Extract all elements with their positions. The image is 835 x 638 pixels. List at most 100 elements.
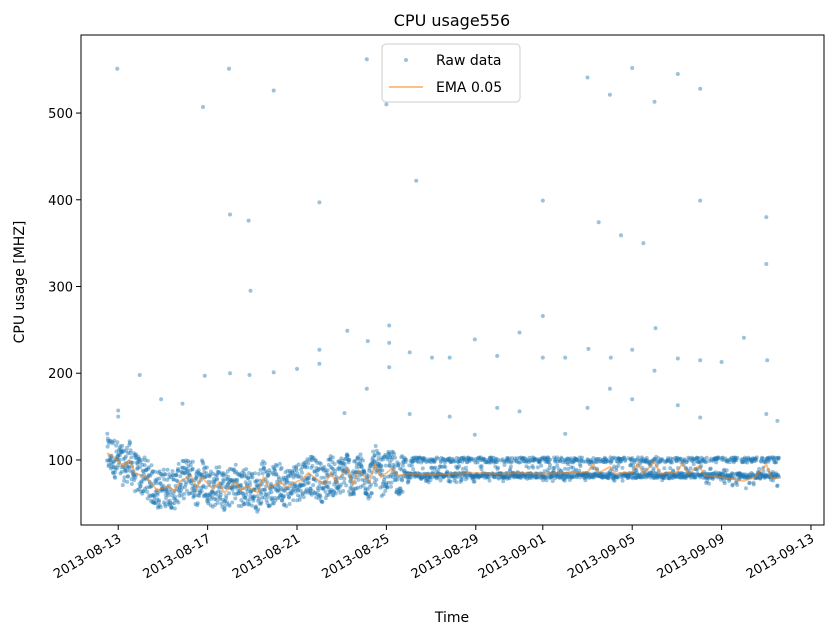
raw-data-point xyxy=(174,498,179,503)
raw-data-point xyxy=(443,460,447,465)
raw-data-point xyxy=(581,459,586,464)
raw-data-point xyxy=(126,451,131,456)
raw-data-point xyxy=(679,471,684,476)
raw-data-point xyxy=(488,455,493,460)
raw-data-point xyxy=(358,452,363,457)
raw-data-point xyxy=(196,470,201,475)
raw-data-point xyxy=(344,483,349,488)
raw-data-point xyxy=(303,464,308,469)
raw-data-point xyxy=(377,462,382,466)
raw-data-point xyxy=(478,458,483,462)
raw-data-point xyxy=(344,456,348,461)
raw-data-point xyxy=(629,475,634,480)
raw-data-point xyxy=(454,456,459,460)
raw-data-point xyxy=(454,480,459,485)
raw-data-point xyxy=(587,473,592,478)
raw-data-point xyxy=(330,455,335,460)
raw-data-point xyxy=(193,475,198,480)
raw-data-point xyxy=(574,456,579,461)
raw-data-point xyxy=(652,474,657,478)
raw-data-point xyxy=(515,475,520,480)
raw-data-point xyxy=(419,476,423,481)
raw-data-point xyxy=(517,330,522,335)
raw-data-point xyxy=(464,468,469,473)
raw-data-point xyxy=(533,457,537,462)
raw-data-point xyxy=(393,455,398,460)
raw-data-point xyxy=(285,474,290,478)
raw-data-point xyxy=(749,459,754,464)
raw-data-point xyxy=(525,474,530,479)
raw-data-point xyxy=(305,457,310,462)
raw-data-point xyxy=(604,457,609,462)
raw-data-point xyxy=(119,450,124,455)
raw-data-point xyxy=(219,501,224,506)
raw-data-point xyxy=(505,476,510,481)
raw-data-point xyxy=(660,475,665,480)
raw-data-point xyxy=(409,463,414,468)
raw-data-point xyxy=(306,489,311,494)
raw-data-point xyxy=(543,459,548,464)
raw-data-point xyxy=(652,456,657,461)
raw-data-point xyxy=(214,465,219,470)
raw-data-point xyxy=(569,473,574,478)
raw-data-point xyxy=(427,475,432,480)
raw-data-point xyxy=(425,459,430,464)
raw-data-point xyxy=(280,498,285,503)
raw-data-point xyxy=(342,480,347,485)
raw-data-point xyxy=(747,457,752,462)
raw-data-point xyxy=(594,459,599,464)
raw-data-point xyxy=(463,457,468,462)
raw-data-point xyxy=(447,414,452,419)
raw-data-point xyxy=(719,472,724,477)
raw-data-point xyxy=(187,477,191,482)
raw-data-point xyxy=(518,460,523,465)
raw-data-point xyxy=(775,483,780,488)
raw-data-point xyxy=(320,500,325,504)
raw-data-point xyxy=(698,415,703,420)
legend: Raw data EMA 0.05 xyxy=(381,43,521,103)
raw-data-point xyxy=(675,356,680,361)
raw-data-point xyxy=(665,458,670,462)
raw-data-point xyxy=(267,468,272,473)
raw-data-point xyxy=(565,460,570,465)
raw-data-point xyxy=(452,474,457,479)
raw-data-point xyxy=(465,475,470,480)
raw-data-point xyxy=(502,463,507,467)
raw-data-point xyxy=(458,473,463,478)
raw-data-point xyxy=(568,459,573,464)
raw-data-point xyxy=(503,459,507,464)
raw-data-point xyxy=(558,459,563,464)
raw-data-point xyxy=(745,475,749,480)
raw-data-point xyxy=(739,474,744,479)
raw-data-point xyxy=(531,456,536,461)
raw-data-point xyxy=(153,469,158,474)
raw-data-point xyxy=(495,460,499,464)
raw-data-point xyxy=(757,466,762,471)
chart-title: CPU usage556 xyxy=(394,11,510,30)
raw-data-point xyxy=(775,418,780,423)
raw-data-point xyxy=(299,483,304,488)
raw-data-point xyxy=(228,480,233,485)
raw-data-point xyxy=(398,466,402,471)
raw-data-point xyxy=(265,501,270,506)
raw-data-point xyxy=(203,493,208,498)
raw-data-point xyxy=(649,472,654,477)
raw-data-point xyxy=(111,465,116,470)
raw-data-point xyxy=(108,438,113,443)
raw-data-point xyxy=(150,469,155,474)
raw-data-point xyxy=(695,471,700,476)
raw-data-point xyxy=(333,469,338,474)
raw-data-point xyxy=(423,456,428,461)
raw-data-point xyxy=(774,460,779,465)
raw-data-point xyxy=(685,474,689,479)
y-tick-label: 300 xyxy=(48,281,73,296)
raw-data-point xyxy=(171,477,176,482)
raw-data-point xyxy=(215,500,220,505)
raw-data-point xyxy=(491,458,496,463)
raw-data-point xyxy=(202,474,207,479)
raw-data-point xyxy=(516,474,521,479)
raw-data-point xyxy=(764,412,769,416)
raw-data-point xyxy=(665,459,670,463)
raw-data-point xyxy=(577,459,582,464)
raw-data-point xyxy=(370,455,375,460)
